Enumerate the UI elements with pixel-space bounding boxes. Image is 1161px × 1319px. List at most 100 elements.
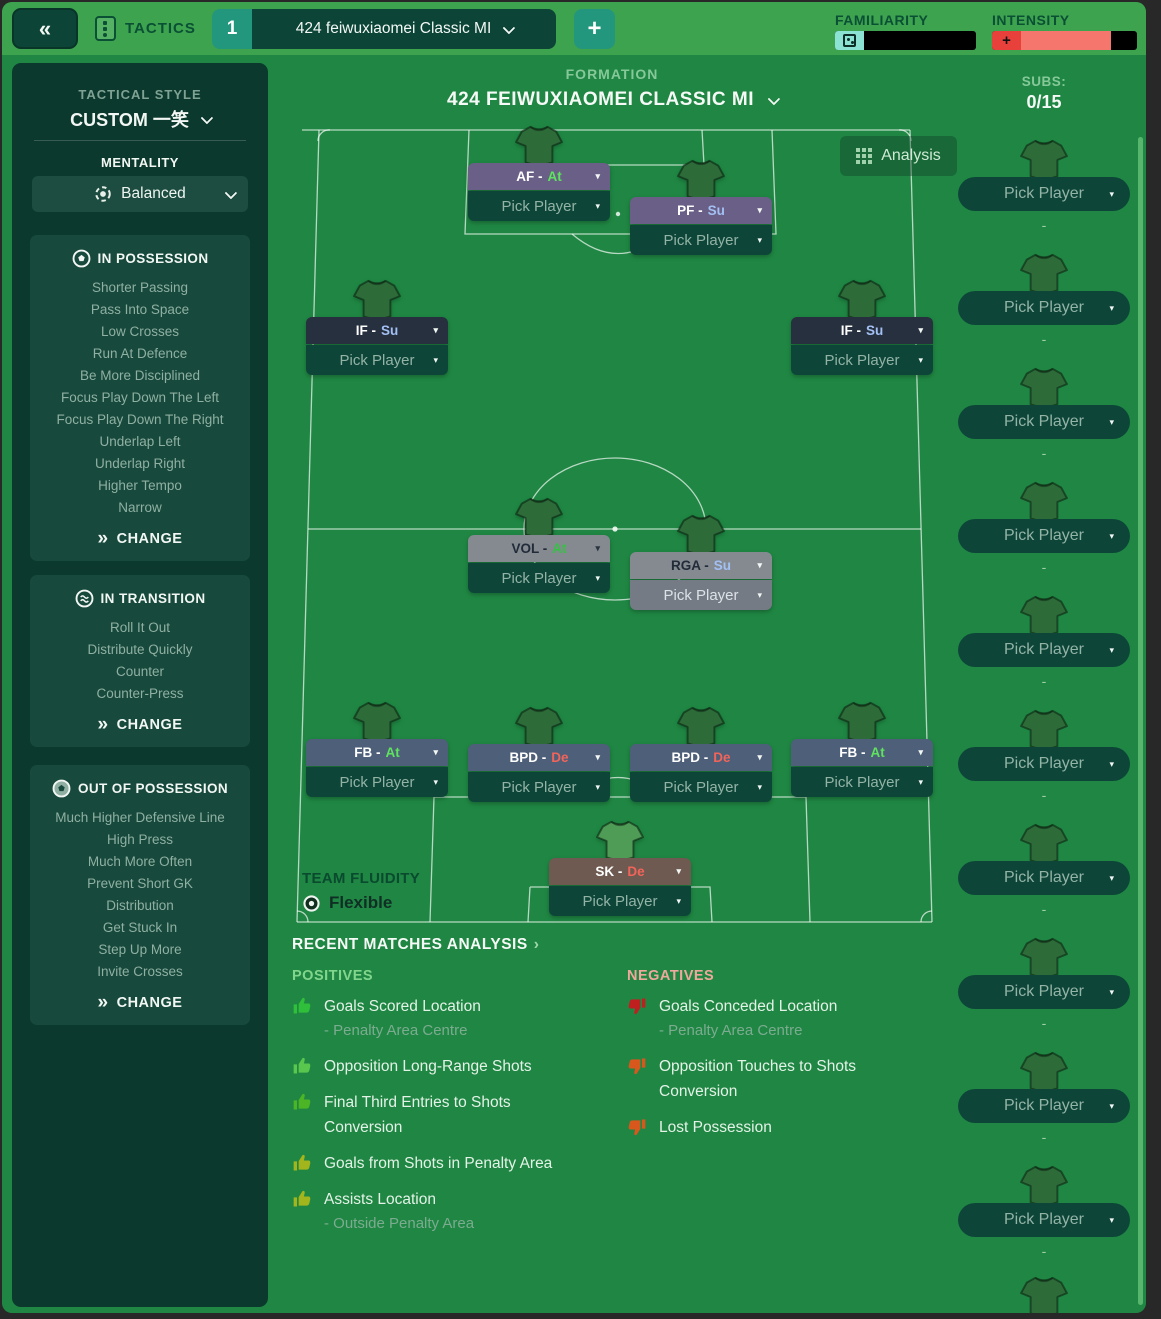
tactics-sidebar: TACTICAL STYLE CUSTOM 一笑 MENTALITY Balan… <box>12 63 268 1307</box>
pick-player-label: Pick Player <box>339 773 415 791</box>
thumbs-up-icon <box>292 1056 312 1076</box>
player-shirt-icon <box>837 699 887 743</box>
formation-title-dropdown[interactable]: 424 FEIWUXIAOMEI CLASSIC MI <box>272 89 952 111</box>
player-shirt-icon <box>1019 251 1069 295</box>
duty-label: Su <box>380 323 399 338</box>
subs-count: 0/15 <box>1026 92 1062 112</box>
instruction: Get Stuck In <box>102 920 178 935</box>
intensity-bar: + <box>992 31 1137 50</box>
tactic-tab[interactable]: 1 424 feiwuxiaomei Classic MI <box>212 9 556 49</box>
player-shirt-icon <box>352 277 402 321</box>
instruction: Narrow <box>118 500 162 515</box>
role-label: BPD - <box>509 750 547 765</box>
sub-slot <box>958 1274 1130 1313</box>
chevron-down-icon: ▾ <box>1109 758 1114 769</box>
chevron-down-icon: ▾ <box>918 776 923 787</box>
tactic-tab-title-dropdown[interactable]: 424 feiwuxiaomei Classic MI <box>252 9 556 49</box>
role-dropdown[interactable]: VOL - At ▾ <box>468 535 610 562</box>
player-shirt-icon <box>1019 593 1069 637</box>
thumbs-up-icon <box>292 996 312 1016</box>
pick-player-label: Pick Player <box>1003 185 1085 202</box>
chevron-down-icon: ▾ <box>918 747 923 757</box>
chevron-down-icon <box>224 186 238 199</box>
analysis-text: Assists Location <box>324 1191 436 1208</box>
instruction: Counter <box>115 664 165 679</box>
position-card-rga: RGA - Su ▾ Pick Player ▾ <box>630 552 772 610</box>
fluidity-value-text: Flexible <box>329 893 393 912</box>
chevron-right-icon: › <box>533 936 540 953</box>
instruction: Invite Crosses <box>97 964 183 979</box>
pick-player-dropdown[interactable]: Pick Player ▾ <box>630 225 772 255</box>
sub-slot: Pick Player ▾ - <box>958 593 1130 688</box>
role-label: IF - <box>355 323 376 338</box>
chevron-down-icon <box>502 21 516 34</box>
role-dropdown[interactable]: BPD - De ▾ <box>468 744 610 771</box>
pick-player-dropdown[interactable]: Pick Player ▾ <box>468 191 610 221</box>
pick-player-dropdown[interactable]: Pick Player ▾ <box>958 747 1130 781</box>
role-dropdown[interactable]: RGA - Su ▾ <box>630 552 772 579</box>
duty-label: Su <box>713 558 731 573</box>
intensity-icon: + <box>992 31 1021 50</box>
change-out-of-possession-button[interactable]: » CHANGE <box>36 992 244 1013</box>
player-shirt-icon <box>676 157 726 201</box>
pick-player-dropdown[interactable]: Pick Player ▾ <box>958 405 1130 439</box>
double-chevron-icon: » <box>97 528 109 549</box>
mentality-dropdown[interactable]: Balanced <box>32 176 248 212</box>
instruction: Pass Into Space <box>90 302 190 317</box>
pick-player-dropdown[interactable]: Pick Player ▾ <box>549 886 691 916</box>
change-in-transition-button[interactable]: » CHANGE <box>36 715 244 734</box>
pick-player-dropdown[interactable]: Pick Player ▾ <box>791 345 933 375</box>
recent-matches-analysis-link[interactable]: RECENT MATCHES ANALYSIS › <box>292 936 539 954</box>
pick-player-dropdown[interactable]: Pick Player ▾ <box>958 1203 1130 1237</box>
change-label: CHANGE <box>116 717 183 733</box>
position-card-sk: SK - De ▾ Pick Player ▾ <box>549 858 691 916</box>
role-dropdown[interactable]: FB - At ▾ <box>306 739 448 766</box>
tactical-style-dropdown[interactable]: CUSTOM 一笑 <box>12 106 268 132</box>
pick-player-dropdown[interactable]: Pick Player ▾ <box>630 772 772 802</box>
pick-player-dropdown[interactable]: Pick Player ▾ <box>958 291 1130 325</box>
pick-player-dropdown[interactable]: Pick Player ▾ <box>958 1089 1130 1123</box>
pick-player-dropdown[interactable]: Pick Player ▾ <box>791 767 933 797</box>
mentality-label: MENTALITY <box>101 155 179 170</box>
pick-player-dropdown[interactable]: Pick Player ▾ <box>306 345 448 375</box>
pick-player-dropdown[interactable]: Pick Player ▾ <box>958 975 1130 1009</box>
sub-empty-indicator: - <box>1041 901 1047 917</box>
pick-player-label: Pick Player <box>663 586 739 604</box>
thumbs-down-icon <box>627 1117 647 1137</box>
chevron-down-icon: ▾ <box>1109 416 1114 427</box>
pick-player-dropdown[interactable]: Pick Player ▾ <box>958 861 1130 895</box>
pick-player-dropdown[interactable]: Pick Player ▾ <box>958 177 1130 211</box>
instruction: Shorter Passing <box>91 280 189 295</box>
role-dropdown[interactable]: AF - At ▾ <box>468 163 610 190</box>
double-chevron-icon: » <box>97 992 109 1013</box>
pick-player-dropdown[interactable]: Pick Player ▾ <box>958 633 1130 667</box>
mentality-value: Balanced <box>121 185 186 202</box>
positives-column: POSITIVES Goals Scored Location - Penalt… <box>292 968 627 1247</box>
negatives-column: NEGATIVES Goals Conceded Location - Pena… <box>627 968 962 1247</box>
out-of-possession-panel: OUT OF POSSESSION Much Higher Defensive … <box>30 765 250 1025</box>
role-dropdown[interactable]: IF - Su ▾ <box>791 317 933 344</box>
add-tactic-button[interactable]: + <box>574 9 615 49</box>
role-dropdown[interactable]: PF - Su ▾ <box>630 197 772 224</box>
player-shirt-icon <box>1019 821 1069 865</box>
pick-player-dropdown[interactable]: Pick Player ▾ <box>630 580 772 610</box>
role-dropdown[interactable]: BPD - De ▾ <box>630 744 772 771</box>
pick-player-dropdown[interactable]: Pick Player ▾ <box>468 563 610 593</box>
subs-scrollbar[interactable] <box>1138 137 1143 1305</box>
back-button[interactable]: « <box>12 8 78 49</box>
pick-player-dropdown[interactable]: Pick Player ▾ <box>468 772 610 802</box>
duty-label: De <box>627 864 645 879</box>
pick-player-dropdown[interactable]: Pick Player ▾ <box>306 767 448 797</box>
sub-empty-indicator: - <box>1041 445 1047 461</box>
role-dropdown[interactable]: IF - Su ▾ <box>306 317 448 344</box>
pick-player-dropdown[interactable]: Pick Player ▾ <box>958 519 1130 553</box>
analysis-button[interactable]: Analysis <box>840 136 957 176</box>
sub-empty-indicator: - <box>1041 217 1047 233</box>
role-dropdown[interactable]: SK - De ▾ <box>549 858 691 885</box>
in-transition-panel: IN TRANSITION Roll It Out Distribute Qui… <box>30 575 250 747</box>
role-dropdown[interactable]: FB - At ▾ <box>791 739 933 766</box>
subs-label: SUBS: <box>1021 74 1067 89</box>
change-label: CHANGE <box>116 995 183 1011</box>
change-in-possession-button[interactable]: » CHANGE <box>36 528 244 549</box>
intensity-label: INTENSITY <box>992 12 1070 28</box>
